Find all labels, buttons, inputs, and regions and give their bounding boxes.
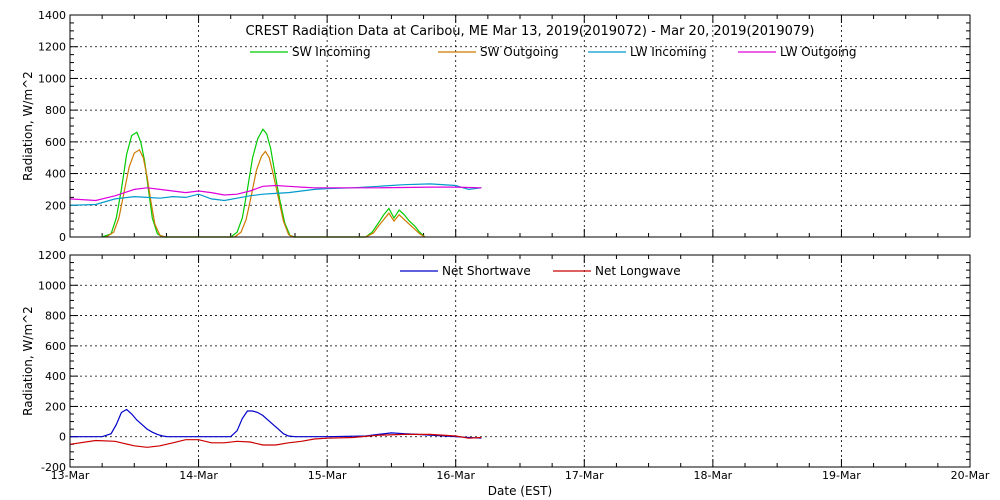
legend-label-net-longwave: Net Longwave (595, 264, 681, 278)
y-axis-title: Radiation, W/m^2 (21, 71, 35, 181)
series-line-lw-outgoing (69, 184, 482, 202)
x-tick-label: 17-Mar (565, 469, 604, 482)
series-line-sw-outgoing (105, 148, 426, 238)
y-tick-label: 200 (45, 400, 66, 413)
series-line-sw-incoming (101, 128, 426, 238)
y-tick-label: 400 (45, 370, 66, 383)
y-tick-label: 1000 (38, 72, 66, 85)
y-tick-label: 1000 (38, 279, 66, 292)
chart-title: CREST Radiation Data at Caribou, ME Mar … (245, 24, 814, 39)
y-tick-label: 1200 (38, 249, 66, 262)
legend-label-sw-incoming: SW Incoming (292, 45, 371, 59)
y-axis-title: Radiation, W/m^2 (21, 306, 35, 416)
series-line-net-shortwave (70, 408, 482, 439)
legend-label-lw-outgoing: LW Outgoing (780, 45, 857, 59)
y-tick-label: 1400 (38, 9, 66, 22)
y-tick-label: 1200 (38, 41, 66, 54)
y-tick-label: 400 (45, 168, 66, 181)
y-tick-label: 0 (59, 231, 66, 244)
y-tick-label: 600 (45, 340, 66, 353)
plot-frame (69, 254, 971, 468)
legend-label-net-shortwave: Net Shortwave (442, 264, 531, 278)
x-tick-label: 14-Mar (179, 469, 218, 482)
y-tick-label: 200 (45, 199, 66, 212)
x-tick-label: 13-Mar (51, 469, 90, 482)
y-tick-label: 600 (45, 136, 66, 149)
plot-frame (69, 14, 971, 238)
legend-label-lw-incoming: LW Incoming (630, 45, 707, 59)
x-tick-label: 18-Mar (693, 469, 732, 482)
series-line-lw-incoming (69, 183, 482, 206)
x-tick-label: 15-Mar (308, 469, 347, 482)
series-line-net-longwave (69, 433, 482, 448)
y-tick-label: 0 (59, 431, 66, 444)
y-tick-label: 800 (45, 310, 66, 323)
x-tick-label: 20-Mar (951, 469, 990, 482)
y-tick-label: 800 (45, 104, 66, 117)
bottom-panel: -200 0 200 400 600 800 1000 1200 13-Mar 14-Mar 15-… (21, 249, 990, 482)
x-axis-title: Date (EST) (488, 484, 552, 498)
x-tick-label: 16-Mar (436, 469, 475, 482)
y-tick-label: -200 (41, 461, 66, 474)
legend-label-sw-outgoing: SW Outgoing (480, 45, 559, 59)
top-panel: 0 200 400 600 800 1000 1200 1400 Radiation, W/m^… (21, 9, 971, 244)
x-tick-label: 19-Mar (822, 469, 861, 482)
